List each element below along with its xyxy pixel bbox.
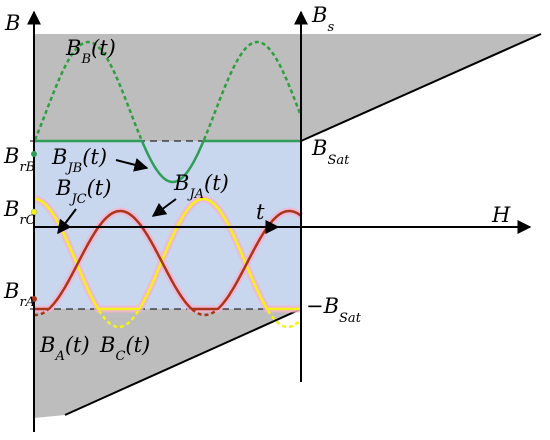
bjb-solid-wave [33,139,301,184]
ba-dashed-wave [33,308,218,317]
brc-label: BrC [3,197,36,228]
brb-label: BrB [3,144,35,175]
bjc-t-label: BJC(t) [55,176,111,207]
flux-waveforms [33,40,304,329]
gray-bottom-region [34,309,301,418]
b-axis-label: B [4,11,20,35]
bs-axis-label: Bs [311,3,334,35]
bjb-pointer-arrow [115,158,149,172]
bjc-pointer-arrow [57,208,77,235]
ba-t-label: BA(t) [39,333,90,364]
bra-dot [31,296,37,302]
bb-dashed-wave [33,40,303,141]
t-label: t [256,200,265,224]
brc-dot [30,208,38,216]
bja-pointer-arrow [151,198,177,217]
bc-dashed-wave [97,309,302,329]
bja-t-label: BJA(t) [173,171,229,202]
bb-t-label: BB(t) [65,36,116,67]
bjc-solid-wave [34,197,301,311]
h-axis-label: H [491,203,511,227]
neg-bsat-label: −BSat [306,294,362,326]
gray-region [34,34,541,418]
bc-t-label: BC(t) [99,333,150,364]
brb-dot [31,151,37,157]
bsat-label: BSat [311,136,350,168]
saturation-line-upper [300,33,542,142]
bjb-t-label: BJB(t) [51,145,107,176]
saturation-line-lower [64,308,302,416]
bja-solid-wave [34,209,302,311]
bra-label: BrA [3,279,35,310]
gray-top-region [34,34,541,141]
